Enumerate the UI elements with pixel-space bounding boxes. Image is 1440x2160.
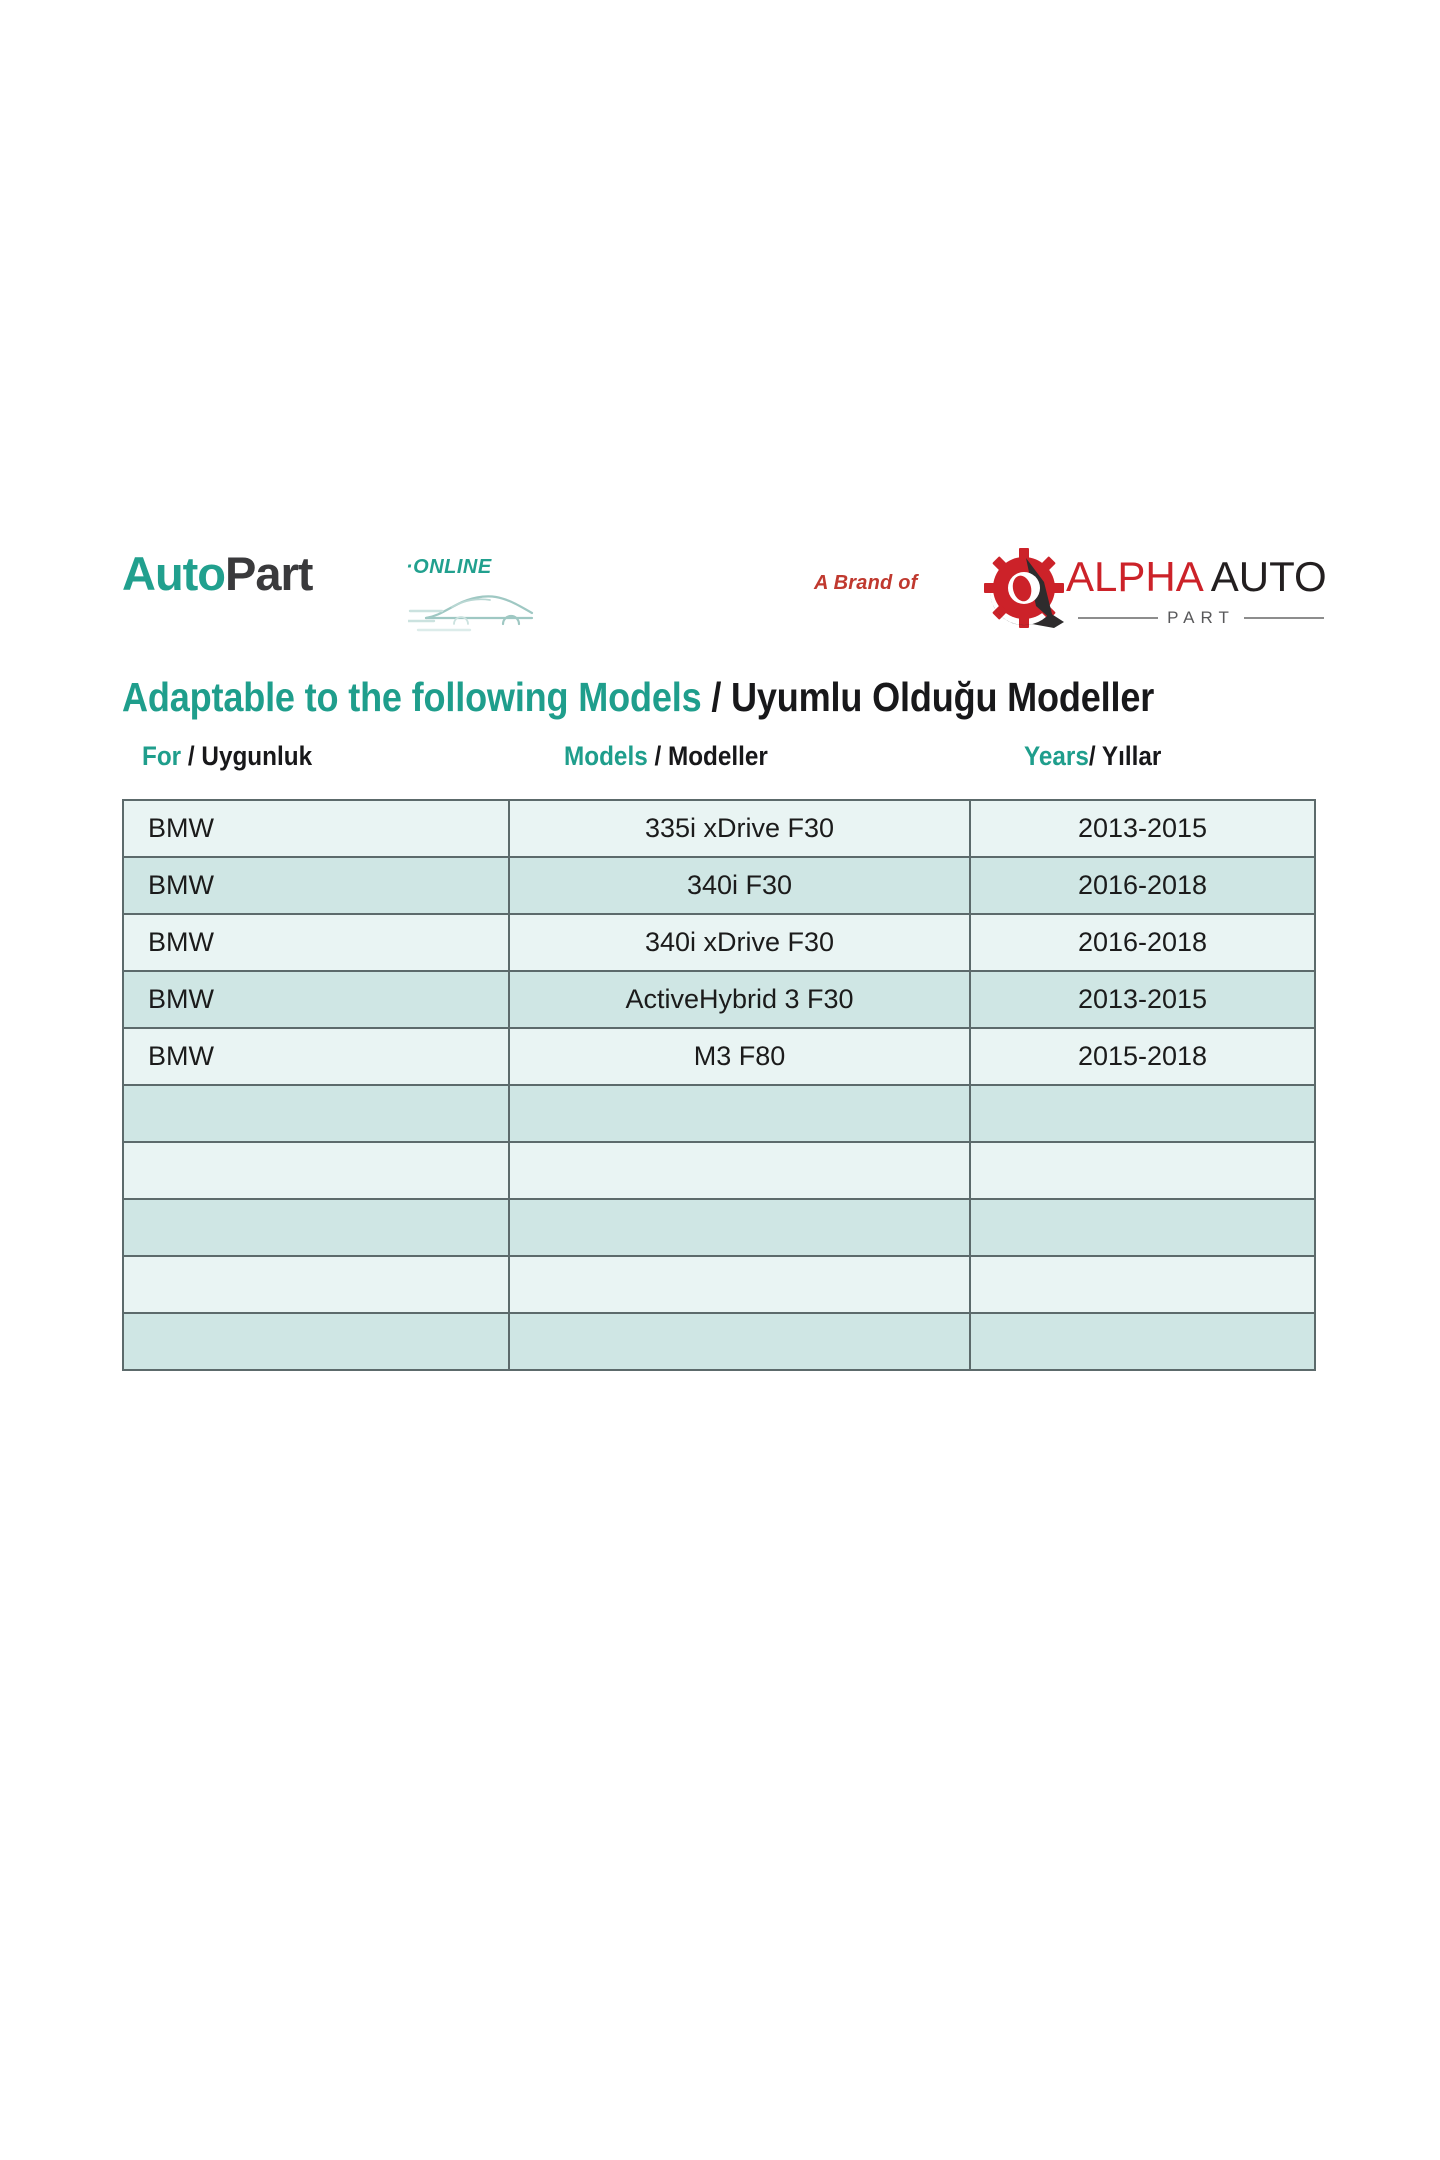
cell-model: 340i F30 xyxy=(509,857,971,916)
cell-for: BMW xyxy=(123,800,510,859)
autopart-online-logo: AutoPart ·ONLINE xyxy=(122,536,542,640)
cell-model xyxy=(509,1142,971,1201)
cell-model: 335i xDrive F30 xyxy=(509,800,971,859)
a-brand-of-label: A Brand of xyxy=(814,572,918,594)
cell-model xyxy=(509,1256,971,1315)
logo-row: AutoPart ·ONLINE A Brand of xyxy=(122,528,1327,650)
cell-years xyxy=(970,1199,1315,1258)
cell-model xyxy=(509,1199,971,1258)
table-row xyxy=(123,1199,1315,1258)
column-header-for-english: For xyxy=(142,741,182,772)
cell-for: BMW xyxy=(123,971,510,1030)
cell-years xyxy=(970,1085,1315,1144)
cell-years xyxy=(970,1313,1315,1371)
cell-for xyxy=(123,1256,510,1315)
column-header-years-english: Years xyxy=(1024,741,1089,772)
cell-model xyxy=(509,1313,971,1371)
table-row: BMW 340i xDrive F30 2016-2018 xyxy=(123,914,1315,973)
cell-model: ActiveHybrid 3 F30 xyxy=(509,971,971,1030)
column-header-models-english: Models xyxy=(564,741,648,772)
cell-for: BMW xyxy=(123,1028,510,1087)
column-header-for-turkish: / Uygunluk xyxy=(181,741,313,772)
cell-years xyxy=(970,1142,1315,1201)
column-header-models: Models / Modeller xyxy=(564,741,768,772)
autopart-online-text: ·ONLINE xyxy=(406,556,492,578)
cell-for xyxy=(123,1085,510,1144)
sports-car-outline-icon xyxy=(408,595,534,632)
cell-years xyxy=(970,1256,1315,1315)
gear-alpha-icon xyxy=(984,548,1064,628)
table-row: BMW 335i xDrive F30 2013-2015 xyxy=(123,800,1315,859)
column-header-models-turkish: / Modeller xyxy=(647,741,768,772)
table-row xyxy=(123,1085,1315,1144)
cell-for xyxy=(123,1142,510,1201)
cell-for xyxy=(123,1199,510,1258)
autopart-part-text: Part xyxy=(225,547,313,600)
cell-years: 2016-2018 xyxy=(970,857,1315,916)
table-row xyxy=(123,1142,1315,1201)
alpha-auto-part-logo: A Brand of xyxy=(674,528,1327,638)
fitment-table-body: BMW 335i xDrive F30 2013-2015 BMW 340i F… xyxy=(123,800,1315,1371)
part-rule-right xyxy=(1243,617,1324,619)
cell-model: 340i xDrive F30 xyxy=(509,914,971,973)
alpha-part-row: PART xyxy=(1078,608,1324,628)
cell-for: BMW xyxy=(123,914,510,973)
table-row: BMW 340i F30 2016-2018 xyxy=(123,857,1315,916)
cell-years: 2015-2018 xyxy=(970,1028,1315,1087)
table-row: BMW ActiveHybrid 3 F30 2013-2015 xyxy=(123,971,1315,1030)
table-row: BMW M3 F80 2015-2018 xyxy=(123,1028,1315,1087)
auto-text: AUTO xyxy=(1201,553,1327,600)
autopart-auto-text: Auto xyxy=(122,547,226,600)
column-header-years: Years/ Yıllar xyxy=(1024,741,1161,772)
fitment-table: BMW 335i xDrive F30 2013-2015 BMW 340i F… xyxy=(122,799,1316,1372)
page-title: Adaptable to the following Models / Uyum… xyxy=(122,674,1171,720)
cell-for: BMW xyxy=(123,857,510,916)
cell-for xyxy=(123,1313,510,1371)
part-rule-left xyxy=(1078,617,1159,619)
fitment-sheet: AutoPart ·ONLINE A Brand of xyxy=(122,528,1327,1372)
page-title-english: Adaptable to the following Models xyxy=(122,674,702,720)
cell-years: 2016-2018 xyxy=(970,914,1315,973)
table-row xyxy=(123,1256,1315,1315)
cell-years: 2013-2015 xyxy=(970,971,1315,1030)
part-text: PART xyxy=(1167,608,1235,627)
column-header-years-turkish: / Yıllar xyxy=(1088,741,1162,772)
cell-model: M3 F80 xyxy=(509,1028,971,1087)
cell-model xyxy=(509,1085,971,1144)
column-header-for: For / Uygunluk xyxy=(142,741,312,772)
cell-years: 2013-2015 xyxy=(970,800,1315,859)
alpha-text: ALPHA xyxy=(1066,553,1202,600)
table-row xyxy=(123,1313,1315,1371)
autopart-wordmark: AutoPart xyxy=(122,547,313,600)
column-header-row: For / Uygunluk Models / Modeller Years/ … xyxy=(122,741,1314,799)
page-title-turkish: / Uyumlu Olduğu Modeller xyxy=(701,674,1155,720)
alpha-auto-wordmark: ALPHA AUTO xyxy=(1066,556,1327,598)
